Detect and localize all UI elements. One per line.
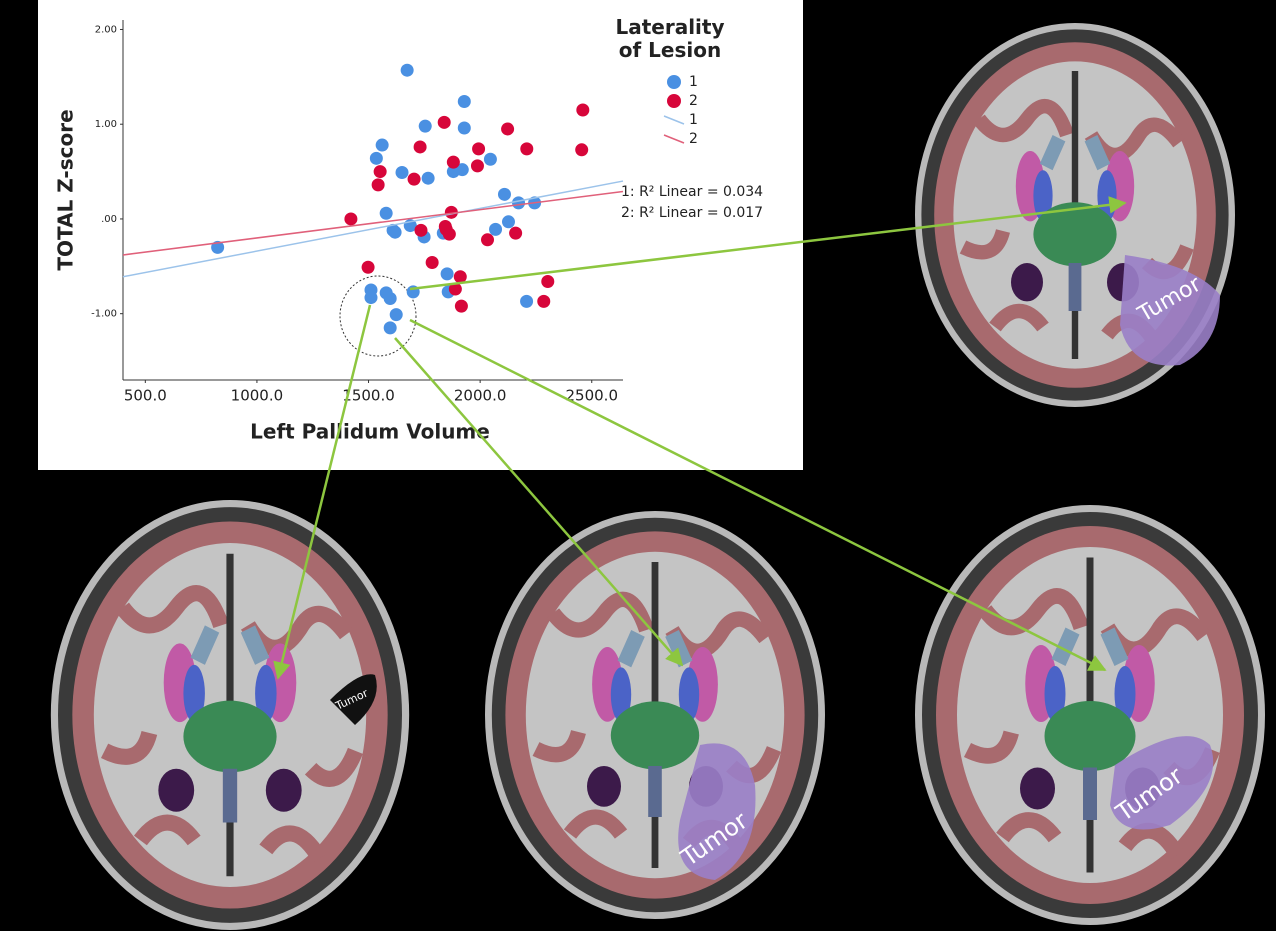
fit-line (122, 180, 624, 278)
x-tick-label: 2500.0 (566, 387, 619, 405)
point (425, 256, 439, 270)
point (497, 187, 511, 201)
point (520, 294, 534, 308)
point (400, 63, 414, 77)
point (371, 178, 385, 192)
point (470, 159, 484, 173)
point (453, 270, 467, 284)
y-tick-label: .00 (101, 214, 117, 225)
point (373, 165, 387, 179)
point (413, 140, 427, 154)
point (481, 233, 495, 247)
point (369, 151, 383, 165)
point (407, 172, 421, 186)
x-tick-label: 1000.0 (231, 387, 284, 405)
point (440, 267, 454, 281)
point (472, 142, 486, 156)
point (454, 299, 468, 313)
x-tick-label: 1500.0 (342, 387, 395, 405)
point (344, 212, 358, 226)
tumor-region (1110, 736, 1214, 830)
tumor-region (1120, 255, 1220, 366)
point (541, 274, 555, 288)
point (375, 138, 389, 152)
point (395, 166, 409, 180)
arrow (394, 337, 684, 667)
point (520, 142, 534, 156)
y-tick-label: 1.00 (95, 119, 117, 130)
legend-title: Laterality of Lesion (615, 15, 725, 62)
tumor-region (678, 743, 756, 880)
fit-line (122, 190, 624, 256)
legend-marker (667, 75, 681, 89)
x-tick-label: 500.0 (124, 387, 167, 405)
point (444, 205, 458, 219)
point (364, 291, 378, 305)
x-tick-label: 2000.0 (454, 387, 507, 405)
highlight-circle (339, 275, 417, 357)
point (575, 143, 589, 157)
point (457, 94, 471, 108)
annotation: 1: R² Linear = 0.034 (621, 184, 763, 200)
point (455, 163, 469, 177)
point (437, 115, 451, 129)
point (457, 121, 471, 135)
point (421, 171, 435, 185)
point (211, 240, 225, 254)
annotation: 2: R² Linear = 0.017 (621, 205, 763, 221)
point (379, 206, 393, 220)
y-tick-label: -1.00 (91, 309, 117, 320)
point (483, 152, 497, 166)
point (388, 225, 402, 239)
point (576, 103, 590, 117)
x-axis-title: Left Pallidum Volume (250, 420, 490, 444)
arrow (409, 196, 1127, 291)
point (537, 294, 551, 308)
legend-label: 2 (689, 93, 698, 109)
legend-line (663, 115, 685, 125)
y-tick-label: 2.00 (95, 24, 117, 35)
point (442, 227, 456, 241)
point (383, 321, 397, 335)
point (414, 223, 428, 237)
point (512, 196, 526, 210)
point (501, 215, 515, 229)
y-axis-title: TOTAL Z-score (54, 109, 78, 270)
arrow (409, 318, 1107, 672)
point (446, 155, 460, 169)
legend-label: 1 (689, 112, 698, 128)
point (509, 226, 523, 240)
point (418, 119, 432, 133)
tumor-region (330, 674, 377, 725)
point (361, 260, 375, 274)
point (383, 292, 397, 306)
arrow (273, 304, 372, 680)
legend-label: 2 (689, 131, 698, 147)
point (489, 222, 503, 236)
legend-line (663, 134, 685, 144)
chart-panel: TOTAL Z-score Left Pallidum Volume 1: R²… (38, 0, 803, 470)
legend-marker (667, 94, 681, 108)
point (448, 282, 462, 296)
legend-label: 1 (689, 74, 698, 90)
chart: TOTAL Z-score Left Pallidum Volume 1: R²… (54, 20, 763, 444)
point (389, 308, 403, 322)
point (501, 122, 515, 136)
